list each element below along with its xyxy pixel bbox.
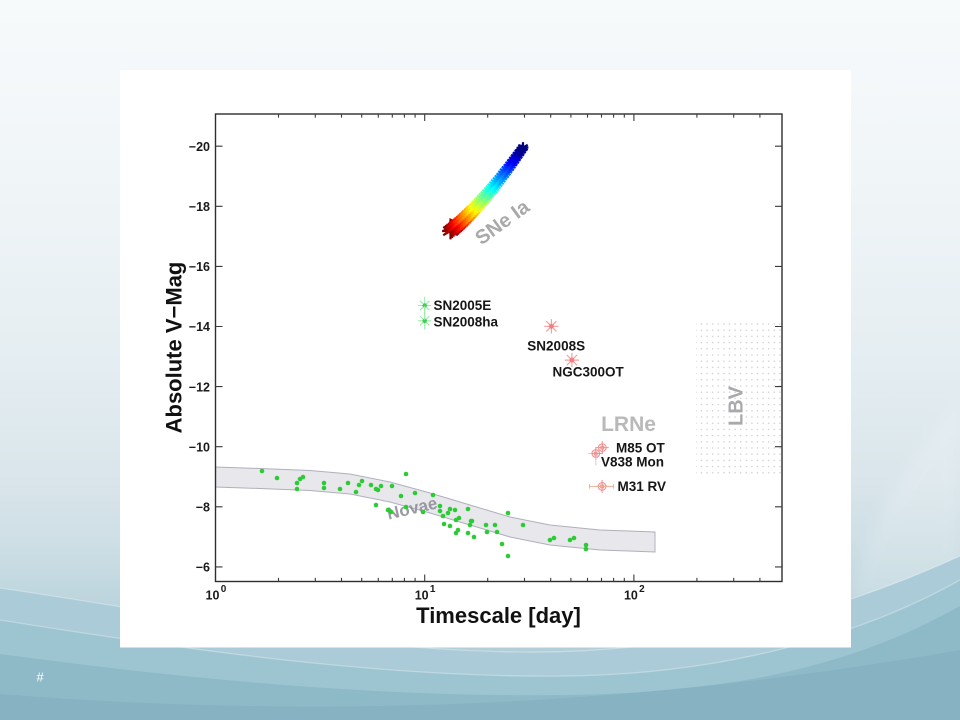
svg-text:0: 0 bbox=[221, 584, 227, 595]
svg-text:10: 10 bbox=[206, 589, 220, 603]
svg-text:2: 2 bbox=[639, 584, 645, 595]
svg-text:NGC300OT: NGC300OT bbox=[553, 365, 625, 380]
svg-text:1: 1 bbox=[430, 584, 436, 595]
svg-text:−14: −14 bbox=[189, 320, 210, 334]
svg-text:10: 10 bbox=[624, 589, 638, 603]
svg-text:Timescale [day]: Timescale [day] bbox=[416, 603, 581, 628]
svg-text:SN2008ha: SN2008ha bbox=[434, 315, 499, 330]
svg-text:M31 RV: M31 RV bbox=[618, 479, 667, 494]
svg-text:LBV: LBV bbox=[725, 385, 747, 426]
svg-text:SN2008S: SN2008S bbox=[527, 339, 585, 354]
svg-text:−18: −18 bbox=[189, 200, 210, 214]
svg-text:−20: −20 bbox=[189, 140, 210, 154]
svg-text:−8: −8 bbox=[196, 501, 210, 515]
svg-text:SN2005E: SN2005E bbox=[434, 298, 492, 313]
svg-text:−6: −6 bbox=[196, 561, 210, 575]
svg-text:M85 OT: M85 OT bbox=[616, 441, 666, 456]
svg-text:−16: −16 bbox=[189, 260, 210, 274]
svg-text:Absolute V−Mag: Absolute V−Mag bbox=[162, 262, 187, 434]
svg-text:LRNe: LRNe bbox=[601, 413, 656, 436]
svg-text:10: 10 bbox=[415, 589, 429, 603]
svg-text:V838 Mon: V838 Mon bbox=[601, 455, 664, 470]
svg-text:−12: −12 bbox=[189, 380, 210, 394]
svg-text:#: # bbox=[37, 670, 45, 685]
svg-text:−10: −10 bbox=[189, 440, 210, 454]
